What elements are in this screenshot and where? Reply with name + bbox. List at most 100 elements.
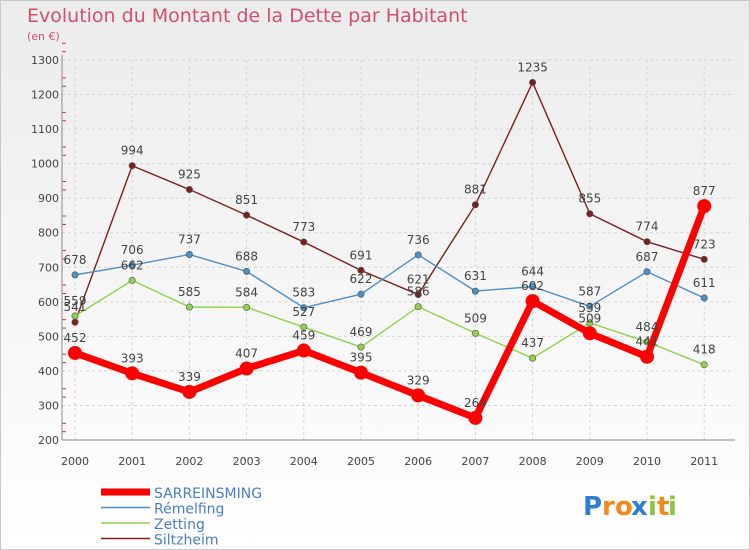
data-point: [525, 294, 540, 309]
data-label: 452: [64, 331, 87, 345]
chart-subtitle: (en €): [27, 30, 60, 43]
data-point: [185, 250, 193, 258]
data-label: 339: [178, 370, 201, 384]
data-label: 621: [407, 273, 430, 287]
data-point: [357, 290, 365, 298]
logo-letter: o: [615, 492, 633, 522]
data-point: [471, 287, 479, 295]
data-label: 469: [350, 325, 373, 339]
data-label: 541: [64, 300, 87, 314]
series-line-zetting: [74, 279, 705, 366]
data-point: [128, 276, 136, 284]
logo-letter: P: [583, 492, 602, 522]
data-point: [354, 365, 368, 380]
data-point: [586, 210, 594, 218]
series-group: 452 393 339 407 459 395 329 264 602 509 441 877 678 7…: [64, 60, 716, 425]
data-point: [71, 312, 79, 320]
data-point: [243, 303, 251, 311]
data-point: [700, 294, 708, 302]
data-point: [300, 323, 308, 331]
data-label: 393: [121, 351, 144, 365]
x-tick-label: 2011: [690, 455, 718, 468]
data-point: [700, 361, 708, 369]
data-point: [468, 410, 483, 425]
data-point: [643, 268, 651, 276]
data-label: 509: [464, 311, 487, 325]
y-tick-label: 800: [38, 227, 59, 240]
data-point: [128, 261, 136, 269]
x-tick-label: 2002: [175, 455, 203, 468]
axes: 200 300 400 500 600 700 800 900 1000 1100 1200 1300…: [31, 42, 735, 468]
data-label: 586: [407, 285, 430, 299]
x-tick-label: 2004: [290, 455, 318, 468]
logo-letter: r: [602, 492, 615, 522]
data-label: 395: [350, 351, 373, 365]
data-label: 994: [121, 144, 144, 158]
y-tick-label: 600: [38, 296, 59, 309]
data-label: 881: [464, 183, 487, 197]
logo-letter: t: [657, 492, 669, 522]
y-tick-label: 1200: [31, 89, 59, 102]
data-label: 691: [350, 248, 373, 262]
x-tick-label: 2008: [519, 455, 547, 468]
data-label: 264: [464, 396, 487, 410]
data-point: [586, 302, 594, 310]
data-label: 539: [578, 301, 601, 315]
data-label: 723: [693, 237, 716, 251]
data-label: 773: [292, 220, 315, 234]
x-tick-label: 2005: [347, 455, 375, 468]
data-point: [71, 318, 79, 326]
data-point: [471, 201, 479, 209]
y-tick-label: 700: [38, 261, 59, 274]
x-tick-label: 2009: [576, 455, 604, 468]
data-label: 407: [235, 346, 258, 360]
y-tick-label: 200: [38, 434, 59, 447]
data-label: 644: [521, 265, 544, 279]
data-label: 706: [121, 243, 144, 257]
data-label: 509: [578, 311, 601, 325]
data-label: 459: [292, 329, 315, 343]
data-label: 329: [407, 373, 430, 387]
legend-label-zetting: Zetting: [154, 517, 205, 533]
chart-title: Evolution du Montant de la Dette par Hab…: [27, 5, 468, 27]
data-label: 559: [64, 294, 87, 308]
legend-label-sarreinsming: SARREINSMING: [154, 486, 262, 502]
data-label: 688: [235, 249, 258, 263]
y-tick-label: 300: [38, 399, 59, 412]
y-tick-label: 1300: [31, 54, 59, 67]
data-label: 687: [636, 250, 659, 264]
data-point: [128, 162, 136, 170]
data-point: [185, 303, 193, 311]
data-label: 622: [350, 272, 373, 286]
y-tick-label: 1000: [31, 158, 59, 171]
y-tick-label: 900: [38, 192, 59, 205]
data-label: 631: [464, 269, 487, 283]
data-label: 602: [521, 279, 544, 293]
data-point: [697, 199, 712, 214]
data-point: [414, 303, 422, 311]
x-tick-label: 2001: [118, 455, 146, 468]
x-tick-label: 2003: [233, 455, 261, 468]
data-label: 736: [407, 233, 430, 247]
data-point: [239, 361, 254, 376]
y-tick-label: 500: [38, 330, 59, 343]
data-point: [125, 366, 140, 381]
data-point: [640, 349, 654, 364]
data-point: [700, 255, 708, 263]
data-point: [296, 343, 311, 358]
data-point: [529, 283, 537, 291]
data-label: 851: [235, 193, 258, 207]
data-point: [529, 354, 537, 362]
legend-label-rémelfing: Rémelfing: [154, 502, 224, 518]
data-point: [411, 388, 426, 403]
data-point: [414, 291, 422, 299]
data-label: 585: [178, 285, 201, 299]
series-line-sarreinsming: [71, 202, 708, 422]
data-label: 584: [235, 285, 258, 299]
data-label: 583: [292, 286, 315, 300]
x-tick-label: 2007: [461, 455, 489, 468]
